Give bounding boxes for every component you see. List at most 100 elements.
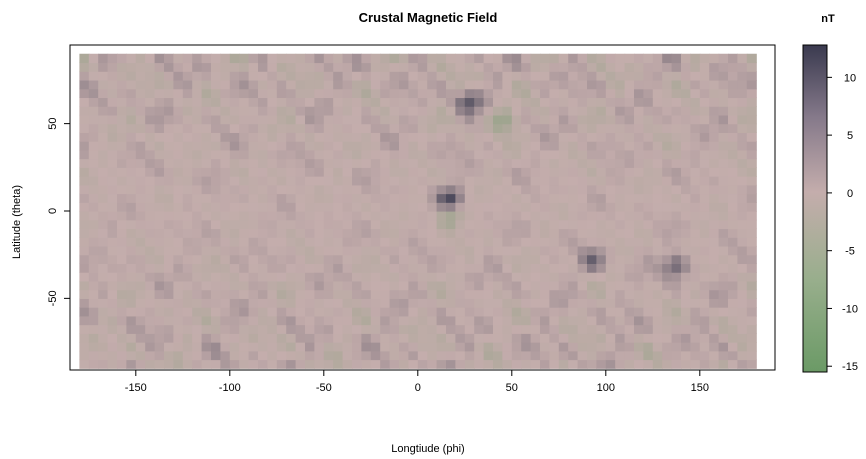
heatmap-cell bbox=[681, 324, 691, 334]
heatmap-cell bbox=[201, 333, 212, 343]
heatmap-cell bbox=[540, 333, 550, 343]
heatmap-cell bbox=[211, 359, 221, 369]
heatmap-cell bbox=[502, 149, 513, 160]
heatmap-cell bbox=[192, 228, 203, 238]
heatmap-cell bbox=[248, 342, 259, 352]
heatmap-cell bbox=[201, 272, 212, 282]
heatmap-cell bbox=[88, 193, 99, 203]
heatmap-cell bbox=[192, 245, 203, 256]
heatmap-cell bbox=[211, 333, 221, 343]
heatmap-cell bbox=[88, 53, 99, 64]
heatmap-cell bbox=[117, 176, 127, 186]
heatmap-cell bbox=[615, 167, 626, 177]
heatmap-cell bbox=[239, 193, 250, 203]
heatmap-cell bbox=[746, 315, 757, 326]
heatmap-cell bbox=[605, 193, 616, 203]
heatmap-cell bbox=[164, 350, 174, 361]
heatmap-cell bbox=[605, 97, 616, 107]
heatmap-cell bbox=[587, 228, 597, 238]
heatmap-cell bbox=[239, 307, 250, 317]
heatmap-cell bbox=[549, 176, 560, 186]
heatmap-cell bbox=[182, 132, 193, 142]
heatmap-cell bbox=[624, 289, 635, 299]
heatmap-cell bbox=[483, 167, 494, 177]
heatmap-cell bbox=[295, 53, 306, 64]
heatmap-cell bbox=[286, 167, 297, 177]
heatmap-cell bbox=[436, 237, 447, 247]
heatmap-cell bbox=[323, 106, 334, 116]
heatmap-cell bbox=[135, 53, 146, 64]
heatmap-cell bbox=[380, 342, 391, 352]
heatmap-cell bbox=[746, 149, 757, 160]
heatmap-cell bbox=[305, 298, 315, 308]
heatmap-cell bbox=[643, 114, 654, 125]
heatmap-cell bbox=[671, 106, 682, 116]
heatmap-cell bbox=[182, 210, 193, 221]
heatmap-cell bbox=[568, 106, 579, 116]
heatmap-cell bbox=[248, 350, 259, 361]
heatmap-cell bbox=[493, 245, 503, 256]
heatmap-cell bbox=[690, 237, 701, 247]
heatmap-cell bbox=[568, 176, 579, 186]
heatmap-cell bbox=[126, 158, 137, 168]
heatmap-cell bbox=[690, 114, 701, 125]
heatmap-cell bbox=[436, 123, 447, 133]
heatmap-cell bbox=[681, 88, 691, 99]
heatmap-cell bbox=[201, 219, 212, 230]
heatmap-cell bbox=[164, 333, 174, 343]
heatmap-cell bbox=[474, 176, 485, 186]
heatmap-cell bbox=[596, 315, 607, 326]
heatmap-cell bbox=[145, 315, 156, 326]
heatmap-cell bbox=[276, 141, 287, 151]
heatmap-cell bbox=[709, 298, 720, 308]
heatmap-cell bbox=[370, 97, 381, 107]
heatmap-cell bbox=[558, 350, 569, 361]
heatmap-cell bbox=[624, 141, 635, 151]
heatmap-cell bbox=[276, 228, 287, 238]
heatmap-cell bbox=[117, 141, 127, 151]
heatmap-cell bbox=[483, 280, 494, 291]
heatmap-cell bbox=[671, 97, 682, 107]
heatmap-cell bbox=[511, 123, 522, 133]
heatmap-cell bbox=[286, 193, 297, 203]
heatmap-cell bbox=[342, 298, 353, 308]
heatmap-cell bbox=[587, 71, 597, 81]
heatmap-cell bbox=[464, 350, 475, 361]
heatmap-cell bbox=[276, 53, 287, 64]
heatmap-cell bbox=[558, 158, 569, 168]
heatmap-cell bbox=[380, 123, 391, 133]
heatmap-cell bbox=[305, 263, 315, 273]
heatmap-cell bbox=[145, 167, 156, 177]
heatmap-cell bbox=[267, 342, 278, 352]
heatmap-cell bbox=[558, 324, 569, 334]
heatmap-cell bbox=[276, 237, 287, 247]
heatmap-cell bbox=[370, 176, 381, 186]
heatmap-cell bbox=[276, 97, 287, 107]
heatmap-cell bbox=[521, 350, 532, 361]
heatmap-cell bbox=[681, 53, 691, 64]
heatmap-cell bbox=[427, 307, 438, 317]
heatmap-cell bbox=[239, 298, 250, 308]
heatmap-cell bbox=[643, 254, 654, 265]
heatmap-cell bbox=[417, 62, 428, 72]
heatmap-cell bbox=[681, 245, 691, 256]
heatmap-cell bbox=[126, 333, 137, 343]
heatmap-cell bbox=[380, 228, 391, 238]
heatmap-cell bbox=[192, 324, 203, 334]
heatmap-cell bbox=[342, 97, 353, 107]
heatmap-cell bbox=[361, 254, 372, 265]
heatmap-cell bbox=[464, 141, 475, 151]
heatmap-cell bbox=[436, 193, 447, 203]
heatmap-cell bbox=[605, 71, 616, 81]
heatmap-cell bbox=[333, 324, 344, 334]
heatmap-cell bbox=[323, 350, 334, 361]
heatmap-cell bbox=[587, 176, 597, 186]
heatmap-cell bbox=[211, 149, 221, 160]
heatmap-cell bbox=[145, 202, 156, 212]
heatmap-cell bbox=[305, 62, 315, 72]
heatmap-cell bbox=[229, 149, 240, 160]
heatmap-cell bbox=[258, 62, 268, 72]
heatmap-cell bbox=[173, 88, 184, 99]
heatmap-cell bbox=[652, 263, 663, 273]
heatmap-cell bbox=[577, 219, 588, 230]
